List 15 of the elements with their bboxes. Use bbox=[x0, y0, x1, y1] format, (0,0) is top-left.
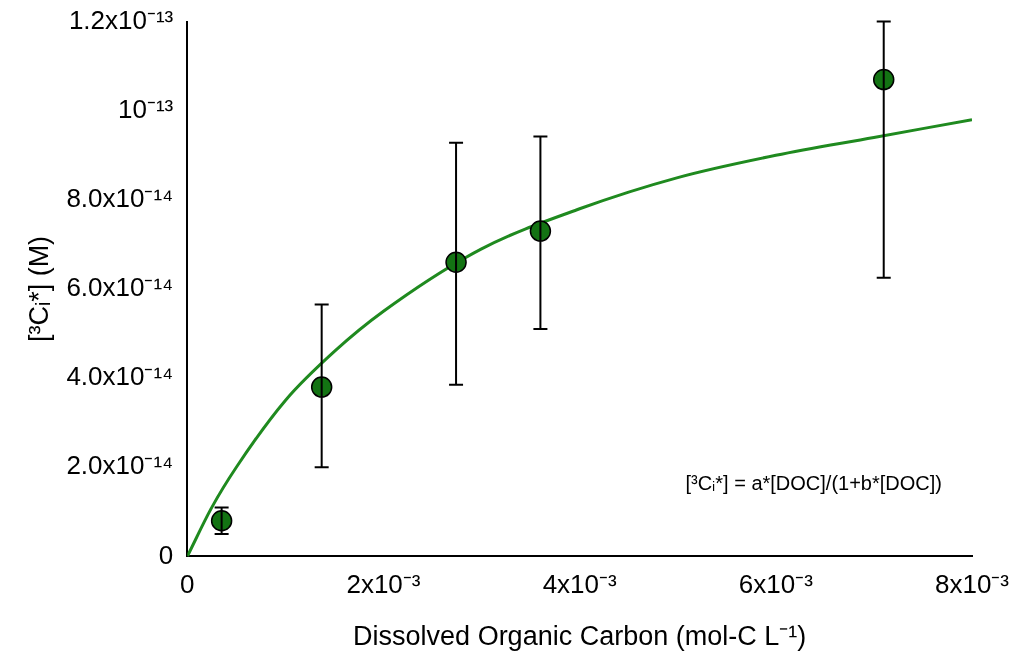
x-axis-title: Dissolved Organic Carbon (mol-C L⁻¹) bbox=[353, 621, 807, 652]
y-tick-label: 10⁻¹³ bbox=[118, 93, 174, 124]
x-tick-label: 8x10⁻³ bbox=[934, 569, 1010, 600]
y-tick-label: 2.0x10⁻¹⁴ bbox=[66, 450, 174, 481]
y-tick-label: 4.0x10⁻¹⁴ bbox=[66, 361, 174, 392]
x-tick-label: 2x10⁻³ bbox=[346, 569, 421, 600]
y-tick-label: 1.2x10⁻¹³ bbox=[68, 4, 174, 35]
y-axis-title: [³Cᵢ*] (M) bbox=[23, 235, 54, 343]
y-tick-label: 8.0x10⁻¹⁴ bbox=[66, 183, 174, 214]
x-tick-label: 6x10⁻³ bbox=[738, 569, 814, 600]
y-tick-label: 6.0x10⁻¹⁴ bbox=[66, 272, 174, 303]
y-tick-label: 0 bbox=[158, 539, 174, 570]
annotation: [³Cᵢ*] = a*[DOC]/(1+b*[DOC]) bbox=[685, 471, 942, 494]
x-tick-label: 0 bbox=[180, 569, 195, 600]
x-tick-label: 4x10⁻³ bbox=[542, 569, 617, 600]
